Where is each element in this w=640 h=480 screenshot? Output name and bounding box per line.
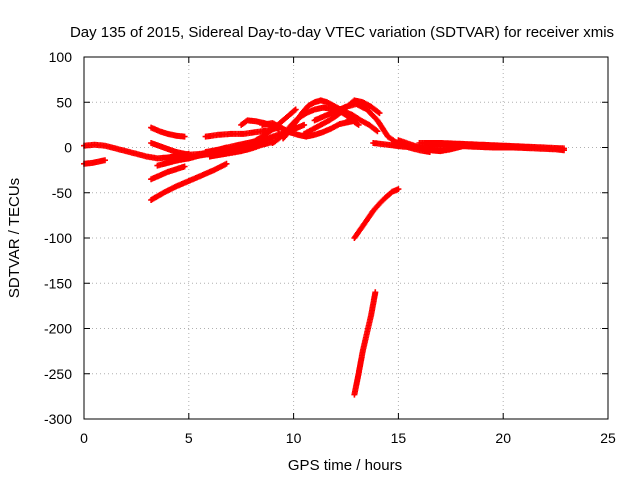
data-point (373, 127, 380, 134)
chart-title: Day 135 of 2015, Sidereal Day-to-day VTE… (70, 24, 614, 41)
series-track-12 (248, 106, 299, 146)
y-tick-label: -200 (44, 321, 72, 337)
data-point (395, 186, 402, 193)
data-point (301, 121, 308, 128)
series-track-03 (148, 124, 188, 140)
data-point (561, 145, 567, 152)
series-track-18 (343, 117, 362, 128)
series-track-10 (206, 139, 276, 160)
y-tick-label: 100 (49, 49, 73, 65)
series-track-17 (311, 101, 433, 155)
x-axis-label: GPS time / hours (288, 457, 402, 474)
y-tick-label: -100 (44, 230, 72, 246)
series-track-21 (416, 140, 567, 152)
axis-ticks: 0 5 10 15 20 25 100 50 0 -50 -100 -150 -200 -250 -300 (44, 49, 616, 446)
y-tick-label: -300 (44, 411, 72, 427)
series-track-02 (81, 157, 108, 167)
x-tick-label: 20 (495, 430, 511, 446)
data-point (223, 160, 230, 167)
data-point (355, 121, 362, 128)
y-tick-label: 50 (56, 94, 72, 110)
x-tick-label: 5 (185, 430, 193, 446)
data-points (81, 97, 567, 398)
x-tick-label: 0 (80, 430, 88, 446)
data-point (291, 107, 298, 114)
data-point (181, 163, 188, 170)
x-tick-label: 10 (286, 430, 302, 446)
series-track-06 (148, 160, 230, 203)
x-tick-label: 25 (600, 430, 616, 446)
data-point (374, 128, 381, 135)
y-tick-label: -150 (44, 275, 72, 291)
series-track-05 (148, 163, 188, 183)
data-point (372, 289, 379, 296)
y-axis-label: SDTVAR / TECUs (6, 178, 23, 298)
data-point (181, 133, 188, 140)
y-tick-label: 0 (64, 140, 72, 156)
x-tick-label: 15 (391, 430, 407, 446)
data-point (376, 110, 383, 117)
data-point (292, 106, 299, 113)
series-track-22 (351, 186, 402, 241)
y-tick-label: -50 (52, 185, 72, 201)
data-point (102, 157, 108, 164)
series-track-23 (351, 289, 379, 398)
plot-frame (83, 56, 609, 420)
y-tick-label: -250 (44, 366, 72, 382)
